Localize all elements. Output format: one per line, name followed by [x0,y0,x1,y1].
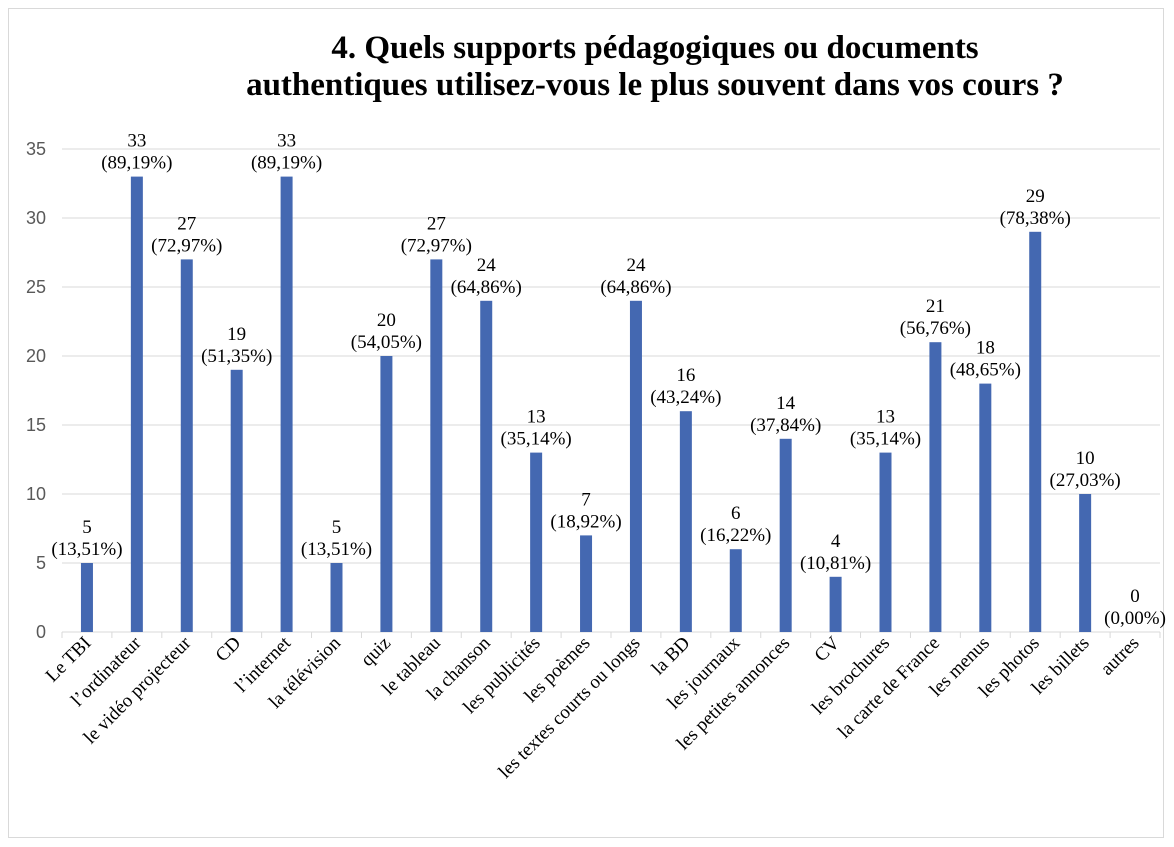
data-label-percent: (37,84%) [750,415,821,436]
data-label-percent: (18,92%) [550,511,621,532]
bar [929,342,942,632]
bar [1079,494,1092,632]
chart-title: 4. Quels supports pédagogiques ou docume… [150,30,1160,104]
bar [280,176,293,632]
bar [879,452,892,632]
data-label-value: 13 [876,407,895,428]
bar [679,411,692,632]
data-label-percent: (56,76%) [900,318,971,339]
data-label-value: 6 [731,503,741,524]
y-tick-label: 35 [26,139,46,159]
data-label-percent: (51,35%) [201,346,272,367]
data-label-value: 27 [427,213,446,234]
data-label-percent: (78,38%) [1000,208,1071,229]
data-label-value: 7 [581,489,591,510]
chart-title-line-2: authentiques utilisez-vous le plus souve… [246,67,1064,103]
chart-frame [8,8,1164,838]
data-label-value: 5 [332,517,342,538]
data-label-value: 24 [477,255,497,276]
x-tick-label: CD [212,633,246,667]
data-label-percent: (35,14%) [501,429,572,450]
x-tick-label: autres [1097,633,1144,680]
bar [180,259,193,632]
x-tick-label: quiz [357,633,395,671]
data-label-percent: (89,19%) [101,153,172,174]
data-label-value: 5 [82,517,92,538]
bar [130,176,143,632]
data-label-percent: (10,81%) [800,553,871,574]
data-label-percent: (13,51%) [301,539,372,560]
bar [979,383,992,632]
bar [779,438,792,632]
data-labels: 5(13,51%)33(89,19%)27(72,97%)19(51,35%)3… [51,131,1166,629]
y-axis-ticks: 0 5 10 15 20 25 30 35 [26,139,46,642]
data-label-value: 27 [177,213,196,234]
data-label-value: 29 [1026,186,1045,207]
data-label-percent: (72,97%) [151,235,222,256]
data-label-percent: (13,51%) [51,539,122,560]
bar [530,452,543,632]
data-label-percent: (89,19%) [251,153,322,174]
data-label-value: 33 [277,131,296,152]
data-label-percent: (64,86%) [600,277,671,298]
y-tick-label: 5 [36,553,46,573]
bar [1029,231,1042,633]
data-label-percent: (16,22%) [700,525,771,546]
data-label-percent: (54,05%) [351,332,422,353]
data-label-value: 0 [1130,586,1140,607]
data-label-percent: (27,03%) [1050,470,1121,491]
bar [380,356,393,632]
bars [80,176,1092,633]
y-tick-label: 10 [26,484,46,504]
data-label-value: 24 [626,255,646,276]
bar [629,300,642,632]
data-label-percent: (43,24%) [650,387,721,408]
data-label-percent: (0,00%) [1104,608,1166,629]
data-label-value: 4 [831,531,841,552]
x-tick-label: la BD [648,633,695,680]
y-tick-label: 30 [26,208,46,228]
y-tick-label: 20 [26,346,46,366]
data-label-value: 14 [776,393,796,414]
data-label-value: 33 [127,131,146,152]
data-label-percent: (64,86%) [451,277,522,298]
y-tick-label: 0 [36,622,46,642]
bar [230,369,243,632]
bar [330,563,343,632]
data-label-value: 16 [676,365,695,386]
bar [829,576,842,632]
gridlines [61,148,1161,638]
data-label-percent: (35,14%) [850,429,921,450]
y-tick-label: 15 [26,415,46,435]
data-label-value: 20 [377,310,396,331]
bar [430,259,443,632]
x-tick-label: CV [811,632,845,666]
data-label-value: 19 [227,324,246,345]
data-label-value: 10 [1076,448,1095,469]
data-label-value: 13 [527,407,546,428]
bar [480,300,493,632]
data-label-percent: (72,97%) [401,235,472,256]
data-label-value: 18 [976,338,995,359]
data-label-value: 21 [926,296,945,317]
y-tick-label: 25 [26,277,46,297]
chart-title-line-1: 4. Quels supports pédagogiques ou docume… [331,30,979,66]
data-label-percent: (48,65%) [950,360,1021,381]
bar [80,563,93,632]
bar [580,535,593,632]
bar [729,549,742,632]
